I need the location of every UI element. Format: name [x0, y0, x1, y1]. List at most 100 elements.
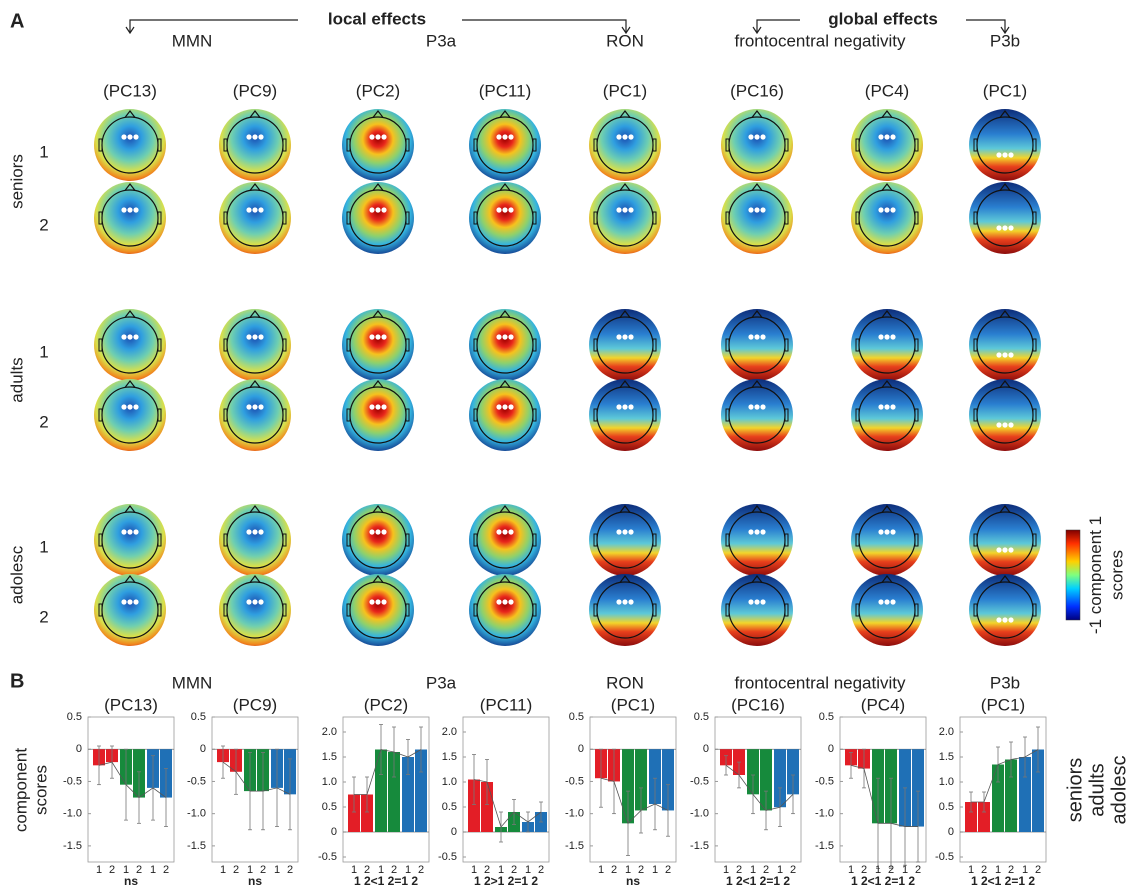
head-ear — [784, 138, 789, 152]
head-ear — [973, 211, 978, 225]
plot-frame — [87, 716, 175, 863]
component-name: frontocentral negativity — [734, 673, 906, 692]
head-ear — [973, 338, 978, 352]
trend-line — [971, 749, 1039, 803]
stats-annotation: 1 2<1 2=1 2 — [971, 874, 1035, 886]
head-nose — [999, 110, 1011, 118]
x-tick-label: 2 — [1008, 864, 1014, 876]
head-ear — [973, 138, 978, 152]
topomap — [969, 379, 1041, 451]
electrode — [628, 207, 634, 213]
electrode — [748, 599, 754, 605]
bar — [402, 757, 414, 832]
electrode — [1002, 225, 1008, 231]
pc-label: (PC4) — [865, 81, 909, 100]
section-label: global effects — [828, 9, 938, 28]
head-ear — [405, 408, 410, 422]
trend-line — [600, 777, 669, 825]
head-nose — [881, 505, 893, 513]
bar — [978, 802, 990, 832]
topomap-field — [94, 574, 166, 646]
head-nose — [619, 505, 631, 513]
head-ear — [652, 211, 657, 225]
topomap-field — [469, 574, 541, 646]
head-ear — [725, 338, 730, 352]
electrode — [1008, 352, 1014, 358]
x-tick-label: 1 — [220, 864, 226, 876]
x-tick-label: 2 — [136, 864, 142, 876]
electrode — [996, 547, 1002, 553]
y-tick-label: 0 — [948, 826, 954, 838]
trend-line — [473, 779, 542, 828]
electrode — [748, 134, 754, 140]
head-ear — [405, 338, 410, 352]
topomap-field — [969, 574, 1041, 646]
chart-title: (PC1) — [611, 695, 655, 714]
electrode — [121, 404, 127, 410]
electrode — [996, 617, 1002, 623]
electrode — [1002, 152, 1008, 158]
topomap — [342, 504, 414, 576]
topomap-field — [469, 504, 541, 576]
y-tick-label: -0.5 — [565, 775, 584, 787]
electrode — [127, 529, 133, 535]
electrode — [246, 134, 252, 140]
colorbar-min: -1 — [1086, 619, 1105, 634]
y-tick-label: -0.5 — [690, 775, 709, 787]
electrode — [508, 404, 514, 410]
electrode — [127, 599, 133, 605]
x-tick-label: 2 — [364, 864, 370, 876]
topomap-field — [969, 504, 1041, 576]
x-tick-label: 2 — [233, 864, 239, 876]
plot-frame — [959, 716, 1047, 863]
electrode — [133, 599, 139, 605]
chart-title: (PC16) — [731, 695, 785, 714]
plot-frame — [839, 716, 927, 863]
trend-line — [222, 761, 291, 795]
bar — [348, 794, 360, 832]
y-tick-label: 0 — [703, 743, 709, 755]
electrode — [754, 207, 760, 213]
head-ear — [98, 603, 103, 617]
x-tick-label: 2 — [538, 864, 544, 876]
electrode — [258, 529, 264, 535]
electrode — [246, 599, 252, 605]
electrode — [1002, 547, 1008, 553]
head-nose — [999, 183, 1011, 191]
head-ear — [784, 533, 789, 547]
bar — [787, 749, 799, 795]
y-tick-label: 0.5 — [67, 711, 82, 723]
head-ear — [346, 138, 351, 152]
head-ear — [282, 138, 287, 152]
bar — [992, 764, 1004, 832]
head-nose — [999, 575, 1011, 583]
electrode — [878, 207, 884, 213]
electrode — [1002, 617, 1008, 623]
colorbar-title: component — [1086, 530, 1105, 614]
head-nose — [619, 110, 631, 118]
electrode — [628, 334, 634, 340]
bar — [415, 749, 427, 832]
electrode — [760, 134, 766, 140]
electrode — [121, 207, 127, 213]
head-nose — [751, 110, 763, 118]
y-tick-label: -0.5 — [187, 775, 206, 787]
topomap-field — [851, 574, 923, 646]
head-nose — [372, 110, 384, 118]
head-ear — [157, 408, 162, 422]
y-tick-label: 0 — [828, 743, 834, 755]
head-ear — [725, 138, 730, 152]
topomap-field — [969, 309, 1041, 381]
bar — [375, 749, 387, 832]
legend-entry: adults — [1086, 763, 1108, 816]
topomap-field — [469, 182, 541, 254]
y-tick-label: 0.5 — [191, 711, 206, 723]
electrode — [884, 599, 890, 605]
electrode — [121, 599, 127, 605]
topomap — [851, 574, 923, 646]
electrode — [502, 134, 508, 140]
head-ear — [914, 408, 919, 422]
head-ear — [855, 211, 860, 225]
plot-frame — [714, 716, 802, 863]
bar — [481, 782, 493, 832]
